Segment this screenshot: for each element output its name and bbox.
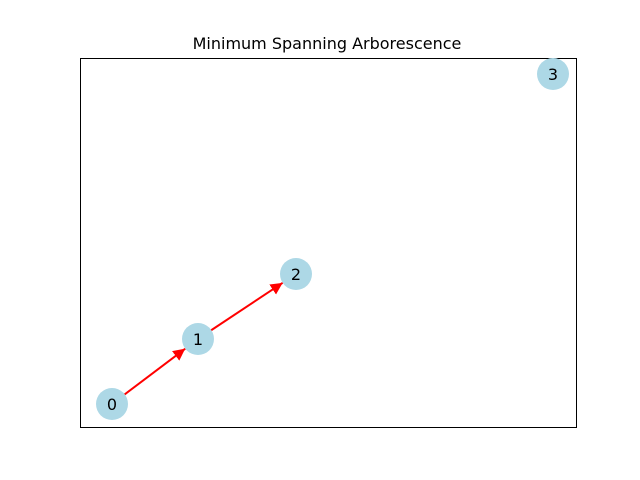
node-circle-3	[537, 58, 569, 90]
edge-0-1	[122, 347, 186, 397]
plot-frame	[80, 58, 577, 428]
node-circle-0	[96, 388, 128, 420]
node-label-2: 2	[291, 265, 301, 284]
node-label-3: 3	[548, 65, 558, 84]
node-circle-1	[182, 323, 214, 355]
nodes-layer: 0 1 2 3	[96, 58, 569, 420]
node-circle-2	[280, 258, 312, 290]
node-1: 1	[182, 323, 214, 355]
node-label-1: 1	[193, 330, 203, 349]
node-3: 3	[537, 58, 569, 90]
edge-1-2	[209, 282, 284, 333]
node-label-0: 0	[107, 395, 117, 414]
node-2: 2	[280, 258, 312, 290]
chart-title: Minimum Spanning Arborescence	[193, 34, 462, 53]
node-0: 0	[96, 388, 128, 420]
edges-layer	[122, 282, 284, 397]
